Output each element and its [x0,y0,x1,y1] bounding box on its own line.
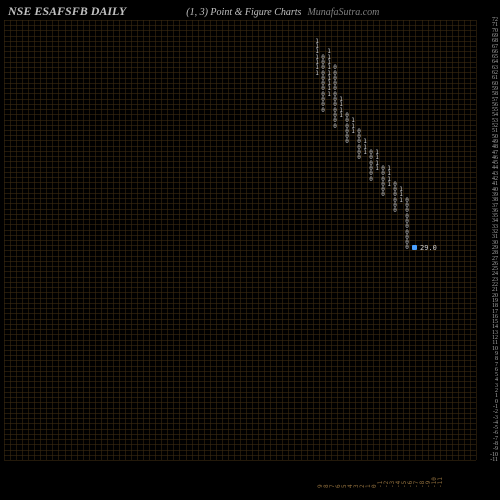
pnf-o-cell: 0 [332,76,338,81]
pnf-x-cell: 1 [314,49,320,54]
pnf-x-cell: 1 [374,155,380,160]
pnf-o-cell: 0 [380,187,386,192]
pnf-o-cell: 0 [356,134,362,139]
y-tick: -11 [478,457,498,463]
pnf-o-cell: 0 [368,171,374,176]
pnf-x-cell: 1 [386,177,392,182]
pnf-x-cell: 1 [398,192,404,197]
current-price-marker [412,245,417,250]
pnf-o-cell: 0 [404,203,410,208]
pnf-x-cell: 1 [338,108,344,113]
pnf-o-cell: 0 [332,86,338,91]
pnf-o-cell: 0 [404,230,410,235]
pnf-o-cell: 0 [356,129,362,134]
pnf-x-cell: 1 [386,171,392,176]
pnf-x-cell: 1 [362,145,368,150]
pnf-o-cell: 0 [356,155,362,160]
pnf-x-cell: 1 [386,166,392,171]
pnf-o-cell: 0 [332,118,338,123]
y-axis: 7271706968676665646362616059585756555453… [478,20,498,460]
pnf-o-cell: 0 [344,139,350,144]
chart-header: NSE ESAFSFB DAILY (1, 3) Point & Figure … [8,4,492,20]
pnf-x-cell: 1 [326,60,332,65]
chart-plot-area: 1111111000000000001111111110000000000001… [4,20,476,460]
pnf-o-cell: 0 [404,224,410,229]
pnf-x-cell: 1 [314,39,320,44]
pnf-o-cell: 0 [404,219,410,224]
pnf-x-cell: 1 [374,161,380,166]
pnf-o-cell: 0 [332,65,338,70]
chart-subtitle: (1, 3) Point & Figure Charts [186,7,301,18]
pnf-o-cell: 0 [332,92,338,97]
pnf-x-cell: 1 [314,44,320,49]
pnf-o-cell: 0 [404,240,410,245]
pnf-o-cell: 0 [404,198,410,203]
pnf-o-cell: 0 [404,214,410,219]
chart-source: MunafaSutra.com [307,7,379,18]
pnf-x-cell: 1 [374,150,380,155]
pnf-o-cell: 0 [392,208,398,213]
pnf-o-cell: 0 [344,134,350,139]
pnf-o-cell: 0 [320,97,326,102]
pnf-x-cell: 1 [326,49,332,54]
pnf-o-cell: 0 [404,245,410,250]
pnf-o-cell: 0 [344,113,350,118]
pnf-o-cell: 0 [320,102,326,107]
chart-title: NSE ESAFSFB DAILY [8,4,126,19]
pnf-o-cell: 0 [320,108,326,113]
pnf-x-cell: 1 [362,139,368,144]
pnf-o-cell: 0 [332,124,338,129]
pnf-o-cell: 0 [392,182,398,187]
current-price-label: 29.0 [420,244,437,252]
pnf-x-cell: 1 [350,118,356,123]
pnf-o-cell: 0 [392,203,398,208]
pnf-x-cell: 1 [338,102,344,107]
x-axis: 9876543210-1-2-3-4-5-6-7-8-9-10-11 [4,470,476,490]
pnf-x-cell: 1 [398,187,404,192]
pnf-o-cell: 0 [332,71,338,76]
pnf-o-cell: 0 [404,235,410,240]
pnf-x-cell: 1 [350,124,356,129]
pnf-x-cell: 1 [326,55,332,60]
pnf-x-cell: 1 [338,97,344,102]
pnf-o-cell: 0 [380,192,386,197]
pnf-o-cell: 0 [404,208,410,213]
pnf-o-cell: 0 [332,81,338,86]
x-tick: -11 [437,477,444,488]
pnf-o-cell: 0 [368,177,374,182]
